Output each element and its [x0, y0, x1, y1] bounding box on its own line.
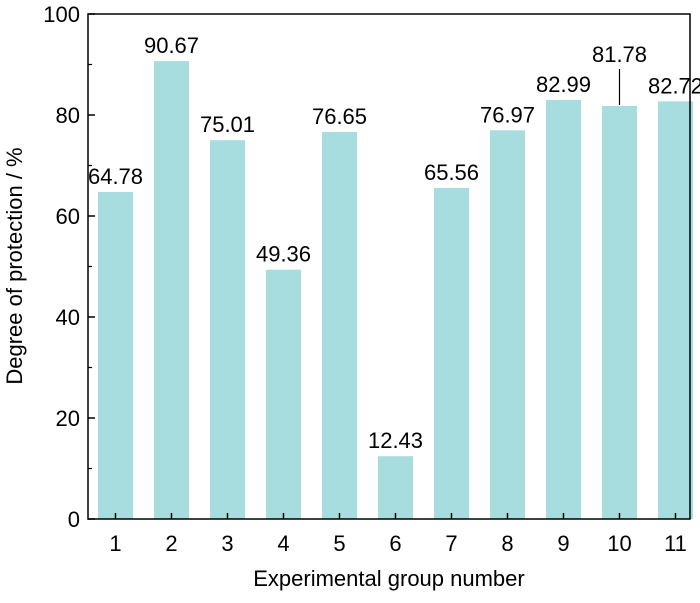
y-tick-label: 40 — [56, 305, 80, 330]
y-tick-label: 20 — [56, 406, 80, 431]
data-label-group-9: 82.99 — [536, 72, 591, 97]
y-tick-label: 80 — [56, 103, 80, 128]
x-tick-label: 5 — [333, 531, 345, 556]
x-tick-label: 11 — [664, 531, 687, 556]
x-axis-ticks: 1 2 3 4 5 6 7 8 9 10 11 — [109, 513, 687, 556]
x-tick-label: 3 — [221, 531, 233, 556]
bar-group-1 — [98, 191, 133, 519]
data-label-group-8: 76.97 — [480, 102, 535, 127]
x-axis-title: Experimental group number — [253, 566, 524, 591]
bar-group-2 — [154, 61, 189, 519]
bar-group-5 — [322, 131, 357, 519]
bar-group-8 — [490, 130, 525, 520]
data-label-group-2: 90.67 — [144, 33, 199, 58]
x-tick-label: 4 — [277, 531, 289, 556]
x-tick-label: 2 — [165, 531, 177, 556]
data-label-group-11: 82.72 — [648, 73, 700, 98]
data-labels: 64.78 90.67 75.01 49.36 76.65 12.43 65.56 76.97… — [88, 33, 700, 453]
y-axis-title: Degree of protection / % — [2, 147, 27, 384]
bar-group-9 — [546, 99, 581, 520]
y-axis-ticks: 0 20 40 60 80 100 — [43, 2, 95, 532]
x-tick-label: 8 — [501, 531, 513, 556]
x-tick-label: 7 — [445, 531, 457, 556]
y-tick-label: 100 — [43, 2, 80, 27]
data-label-group-1: 64.78 — [88, 164, 143, 189]
bar-group-4 — [266, 269, 301, 519]
x-tick-label: 10 — [607, 531, 631, 556]
data-label-group-3: 75.01 — [200, 112, 255, 137]
x-tick-label: 1 — [109, 531, 121, 556]
x-tick-label: 9 — [557, 531, 569, 556]
bar-group-3 — [210, 140, 245, 519]
data-label-group-10: 81.78 — [592, 42, 647, 67]
x-tick-label: 6 — [389, 531, 401, 556]
y-tick-label: 60 — [56, 204, 80, 229]
data-label-group-7: 65.56 — [424, 160, 479, 185]
bar-group-11 — [658, 101, 693, 520]
bar-group-7 — [434, 187, 469, 519]
data-label-group-4: 49.36 — [256, 242, 311, 267]
data-label-group-6: 12.43 — [368, 428, 423, 453]
data-label-group-5: 76.65 — [312, 104, 367, 129]
bar-group-10 — [602, 106, 637, 519]
y-tick-label: 0 — [68, 507, 80, 532]
bar-group-6 — [378, 456, 413, 519]
bars-layer — [98, 61, 693, 520]
